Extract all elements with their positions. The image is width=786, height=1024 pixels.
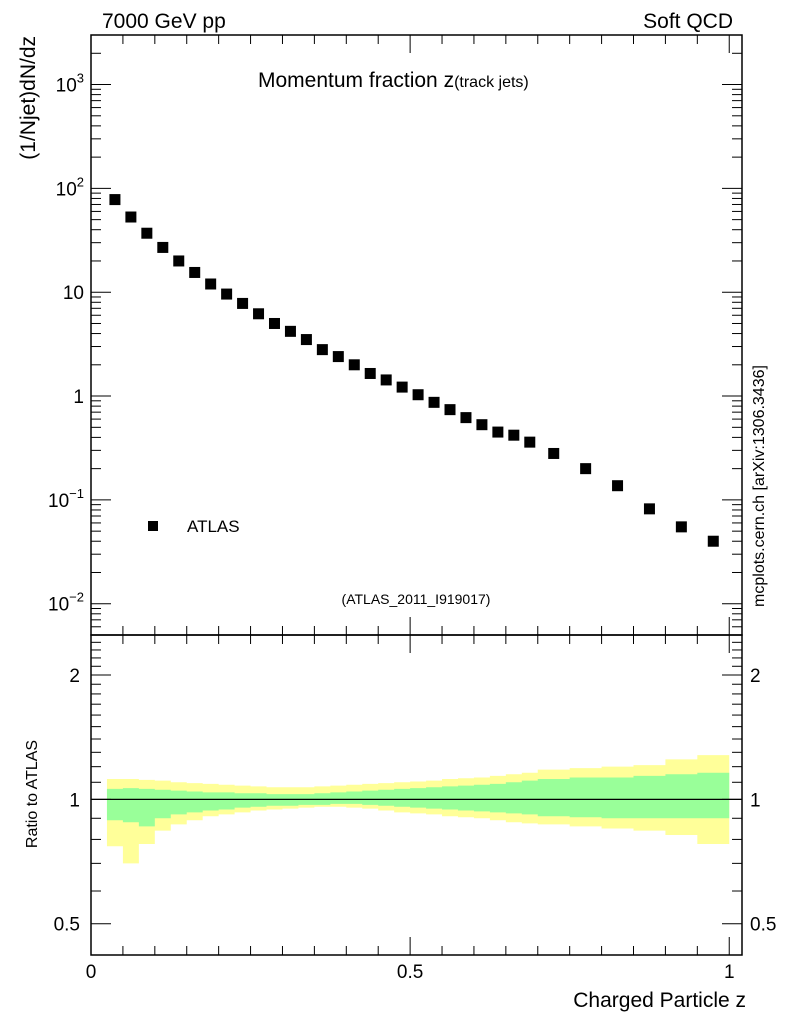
ratio-y-axis-label: Ratio to ATLAS [24,740,41,848]
tick-exponent: −1 [69,486,84,501]
data-point [348,359,360,371]
ratio-y-tick-label-left: 0.5 [54,915,80,936]
data-point [412,389,424,401]
title-main: Momentum fraction z [258,69,454,92]
y-tick-label: 10−1 [48,486,84,512]
tick-exponent: 2 [77,174,84,189]
energy-label: 7000 GeV pp [102,10,226,33]
data-point [221,288,233,300]
data-point [316,344,328,356]
data-point [508,429,520,441]
data-point [300,334,312,346]
data-point [476,419,488,431]
data-point [189,266,201,278]
data-point [524,436,536,448]
y-tick-label: 103 [56,71,84,97]
y-tick-label: 1 [73,387,84,408]
data-point [580,463,592,475]
data-point [548,447,560,459]
legend-label: ATLAS [187,517,240,536]
data-point [364,367,376,379]
x-tick-labels: 0 0.5 1 [86,962,735,983]
data-point [460,412,472,424]
data-point [675,521,687,533]
ratio-y-tick-label-right: 2 [750,666,761,687]
process-label: Soft QCD [643,10,733,33]
legend-marker [148,521,158,531]
data-point [428,396,440,408]
y-tick-label: 102 [56,174,84,200]
data-point [284,325,296,337]
x-tick-label: 0.5 [397,962,423,983]
title-sub: (track jets) [454,74,529,91]
data-point [396,381,408,393]
data-point [157,241,169,253]
data-point [332,351,344,363]
atlas-data-points [109,194,719,547]
ratio-y-tick-labels: 0.5 0.5 1 1 2 2 [54,666,777,936]
data-point [444,404,456,416]
analysis-label: (ATLAS_2011_I919017) [342,591,491,607]
main-y-axis-label: (1/Njet)dN/dz [17,36,40,160]
data-point [173,255,185,267]
tick-base: 10 [48,491,69,512]
main-plot-frame [90,34,743,636]
ratio-y-tick-label-left: 1 [69,790,80,811]
tick-exponent: 3 [77,71,84,86]
tick-base: 10 [56,179,77,200]
main-plot-title: Momentum fraction z(track jets) [258,69,529,92]
tick-base: 10 [63,283,84,304]
tick-base: 10 [56,76,77,97]
ratio-uncertainty-bands [106,755,730,864]
ratio-y-tick-label-right: 1 [750,790,761,811]
data-point [141,227,153,239]
tick-base: 10 [48,595,69,616]
main-plot-ticks [90,34,742,636]
data-point [237,297,249,309]
data-point [612,480,624,492]
ratio-y-tick-label-right: 0.5 [750,915,776,936]
data-point [707,535,719,547]
data-point [205,278,217,290]
data-point [253,308,265,320]
ratio-plot-frame [90,634,743,956]
data-point [125,211,137,223]
y-tick-label: 10−2 [48,590,84,616]
tick-base: 1 [73,387,84,408]
data-point [268,317,280,329]
tick-exponent: −2 [69,590,84,605]
x-tick-label: 0 [86,962,97,983]
ratio-y-tick-label-left: 2 [69,666,80,687]
x-tick-label: 1 [724,962,735,983]
ratio-plot-ticks [90,634,742,955]
ratio-plot-panel: 0.5 0.51 12 2 0 0.5 1 Ratio to ATLAS Charged … [24,634,777,1012]
y-tick-label: 10 [63,283,84,304]
x-axis-label: Charged Particle z [573,989,746,1012]
data-point [380,374,392,386]
data-point [643,503,655,515]
mcplots-side-label: mcplots.cern.ch [arXiv:1306.3436] [751,365,768,607]
data-point [492,426,504,438]
data-point [109,194,121,206]
